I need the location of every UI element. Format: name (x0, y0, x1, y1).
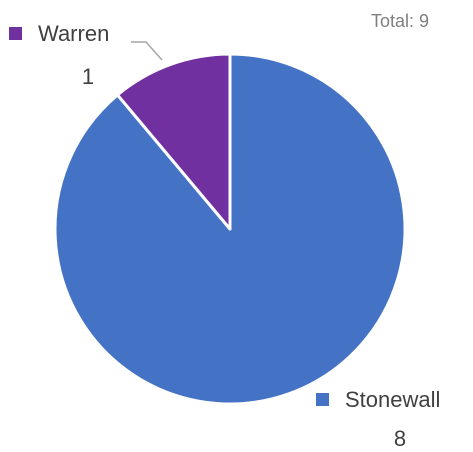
legend-marker (9, 27, 22, 40)
category-label: Stonewall (345, 387, 440, 412)
leader-line (131, 41, 163, 61)
category-label: Warren (38, 21, 109, 46)
legend-marker (316, 393, 329, 406)
total-annotation: Total: 9 (371, 11, 429, 31)
value-label: 1 (82, 64, 94, 89)
pie-slice (116, 52, 232, 231)
value-label: 8 (394, 426, 406, 451)
